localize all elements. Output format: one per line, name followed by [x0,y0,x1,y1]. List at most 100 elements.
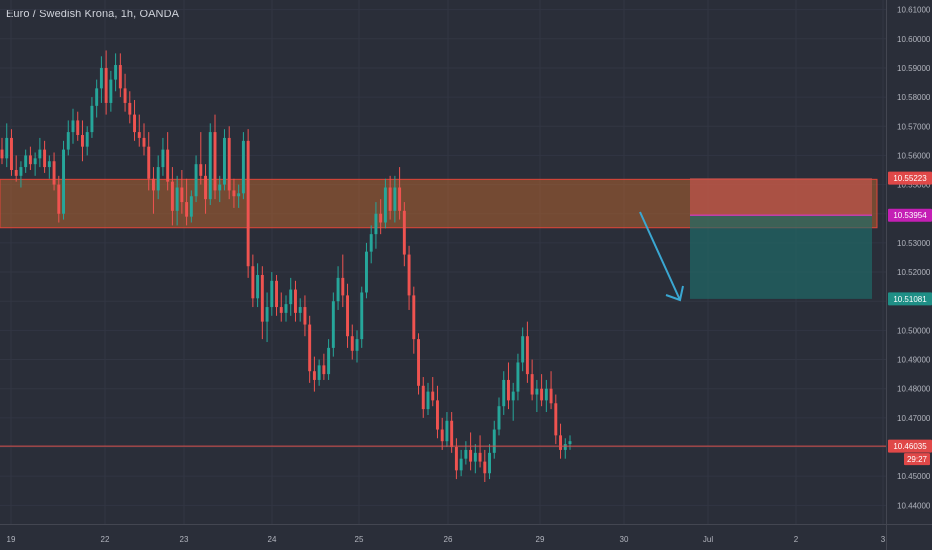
candle-body [289,289,293,305]
candle-body [374,213,378,235]
candle-body [293,289,297,313]
candle-body [317,365,321,380]
y-tick-label: 10.56000 [897,151,931,160]
candle [492,420,496,459]
candle-body [279,307,283,313]
candle-body [166,149,170,182]
candle-body [142,137,146,147]
candle-body [497,406,501,430]
candle-body [265,307,269,322]
candle-body [24,155,28,168]
candle-body [355,339,359,351]
candle [549,371,553,410]
candle [388,175,392,220]
candle [308,315,312,383]
y-tick-label: 10.48000 [897,385,931,394]
y-tick-label: 10.57000 [897,122,931,131]
candle-body [559,435,563,450]
candle [284,295,288,322]
candle-body [71,120,75,133]
candle [412,286,416,354]
candle [426,382,430,415]
candle-body [549,388,553,404]
take-profit-area[interactable] [690,215,872,299]
candle-body [76,120,80,136]
candle [147,132,151,191]
candle-body [298,307,302,313]
candle-body [445,420,449,442]
candle [180,170,184,214]
candle-body [431,391,435,401]
entry-price-badge[interactable]: 10.53954 [888,208,932,222]
candle-body [52,161,56,185]
candle [440,417,444,450]
candle [142,123,146,156]
candle-body [9,137,13,171]
candle-body [123,88,127,103]
candle [293,280,297,322]
candle-body [109,79,113,103]
candle-body [114,65,118,80]
candle-body [251,266,255,299]
candle-body [473,452,477,462]
candle-body [383,187,387,223]
candle-body [327,347,331,375]
badge-bg [888,171,932,185]
candle [256,263,260,308]
stop-price-badge[interactable]: 10.55223 [888,171,932,185]
candle-body [222,137,226,185]
short-position-tool[interactable] [690,178,872,299]
stop-loss-area[interactable] [690,178,872,216]
candle [123,73,127,112]
y-tick-label: 10.52000 [897,268,931,277]
last-price-badge[interactable]: 10.46035 [888,439,932,453]
candle [417,333,421,395]
candle [289,277,293,316]
candle [435,385,439,439]
candle [99,56,103,103]
y-tick-label: 10.49000 [897,356,931,365]
countdown-label: 29:27 [907,455,928,464]
down-arrow-head [665,285,684,302]
candle-body [156,167,160,191]
candle [222,129,226,191]
candle-body [33,158,37,165]
candle-body [284,304,288,313]
badge-label: 10.53954 [893,211,927,220]
candle-body [492,429,496,453]
candle-body [525,336,529,375]
x-tick-label: 2 [794,535,799,544]
candle [431,377,435,407]
candle [227,126,231,200]
candle-body [379,213,383,223]
x-tick-label: 29 [536,535,545,544]
y-tick-label: 10.50000 [897,326,931,335]
target-price-badge[interactable]: 10.51081 [888,292,932,306]
candle [14,155,18,182]
candle [346,283,350,348]
candle [459,449,463,477]
candle-body [66,132,70,150]
candle-body [227,137,231,191]
candle-body [506,379,510,401]
y-tick-label: 10.45000 [897,472,931,481]
candle-body [194,164,198,197]
candle-body [308,324,312,372]
candle [241,132,245,200]
candle-body [516,362,520,392]
candle [47,155,51,179]
candle-body [331,301,335,348]
y-tick-label: 10.58000 [897,93,931,102]
candle-body [469,449,473,462]
candle-body [14,170,18,176]
candle [298,298,302,322]
candle [360,286,364,348]
candle-body [232,190,236,197]
candle-body [189,196,193,217]
candle [421,377,425,418]
candle [554,394,558,445]
candle-body [137,132,141,138]
candle-body [275,280,279,308]
